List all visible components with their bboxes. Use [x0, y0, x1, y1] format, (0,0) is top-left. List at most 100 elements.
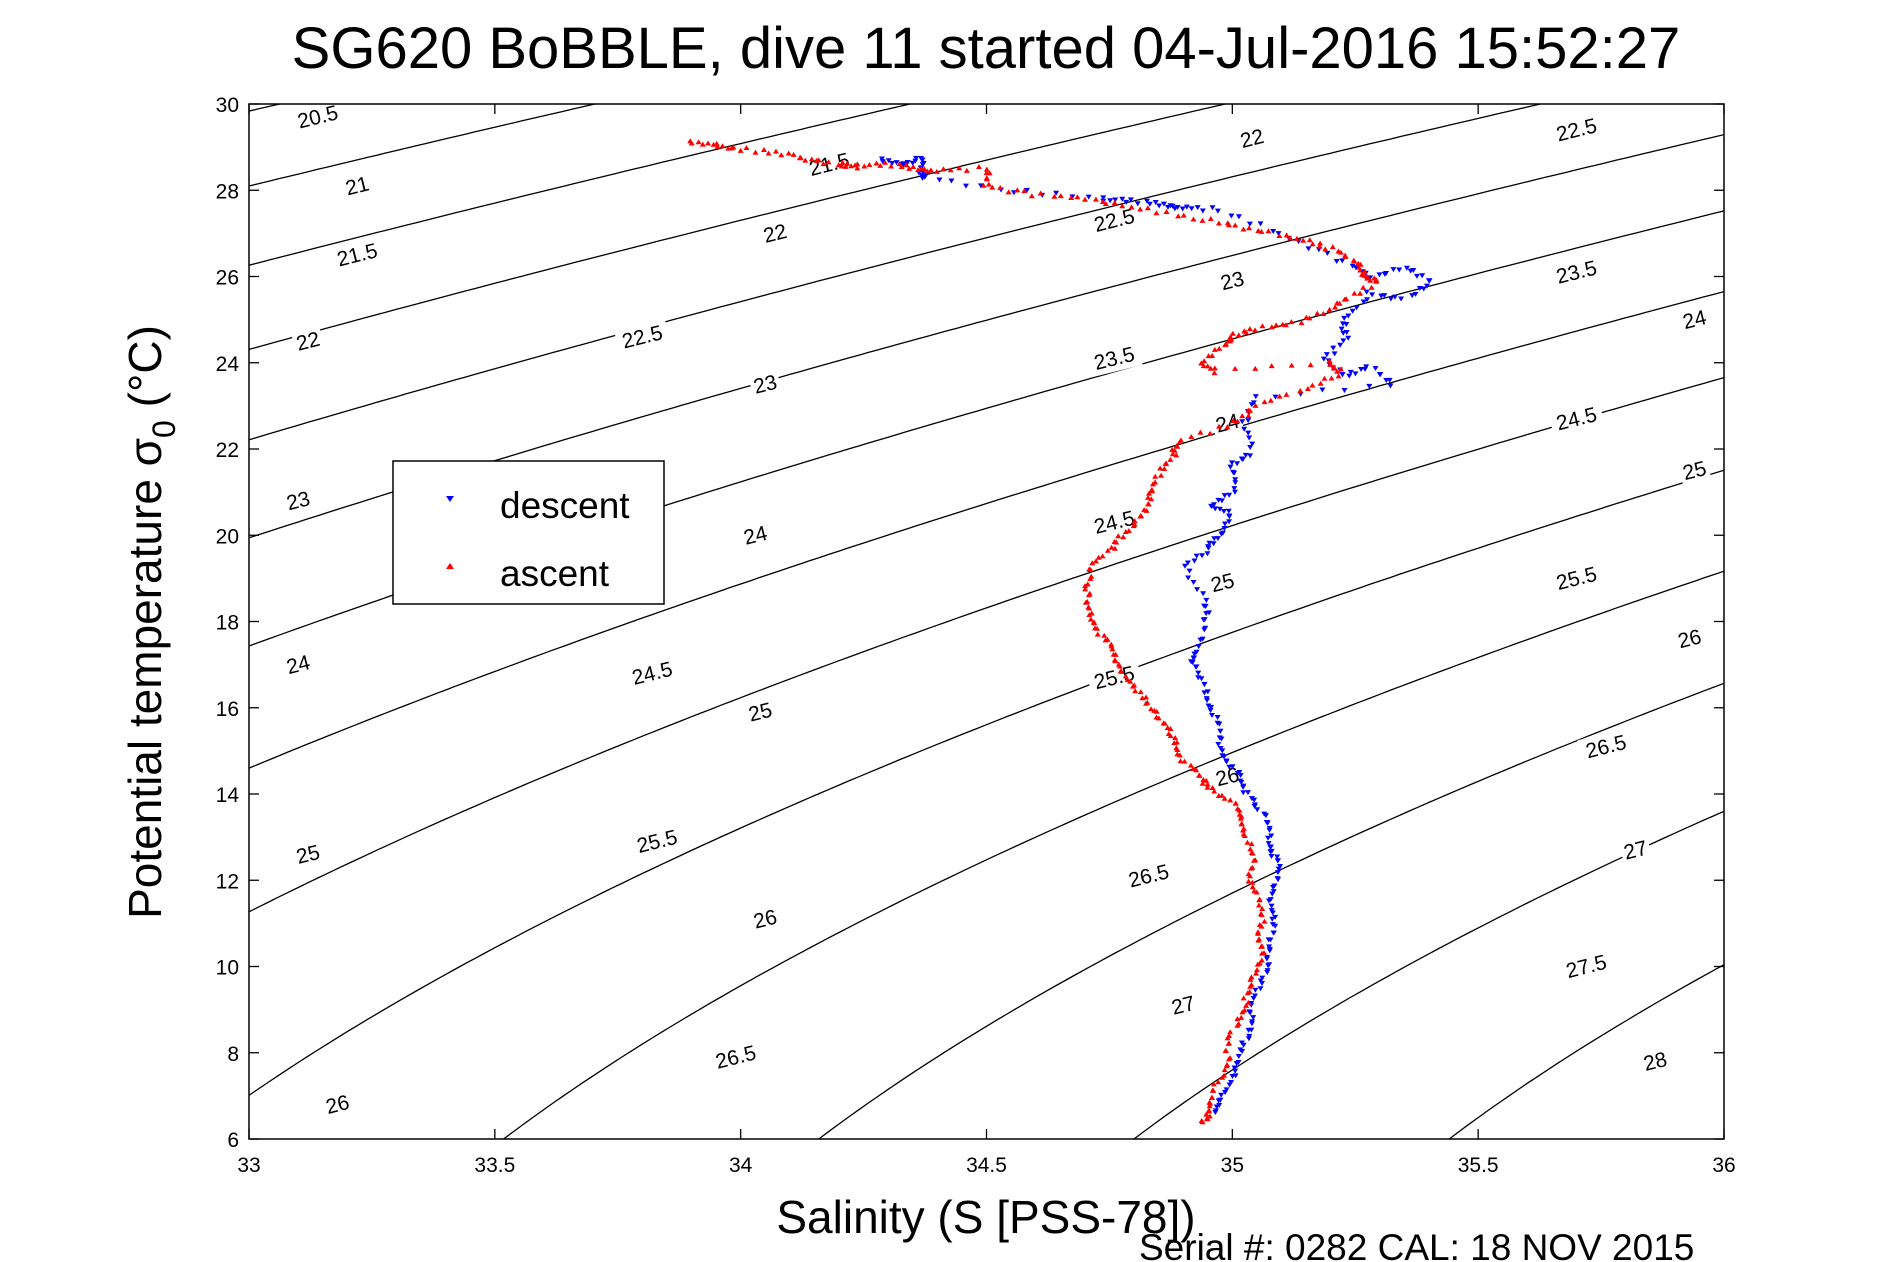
descent-point	[1210, 541, 1217, 547]
ascent-point	[1207, 215, 1214, 221]
ascent-point	[1247, 873, 1254, 879]
descent-point	[1232, 1068, 1239, 1074]
ascent-point	[1268, 363, 1275, 369]
descent-point	[879, 159, 886, 165]
x-tick-label: 33	[237, 1154, 260, 1177]
ascent-point	[873, 160, 880, 166]
isopycnal-label-background	[747, 368, 783, 401]
ascent-point	[947, 167, 954, 173]
ascent-point	[1129, 683, 1136, 689]
descent-point	[909, 160, 916, 166]
ascent-point	[1261, 918, 1268, 924]
ascent-point	[1234, 418, 1241, 424]
y-tick-label: 30	[216, 94, 239, 117]
ascent-point	[1112, 651, 1119, 657]
ascent-series	[687, 138, 1380, 1125]
isopycnal-label: 24	[738, 519, 773, 552]
ascent-point	[1082, 583, 1089, 589]
ascent-point	[820, 161, 827, 167]
descent-point	[900, 162, 907, 168]
descent-point	[1193, 649, 1200, 655]
descent-point	[921, 174, 928, 180]
ascent-point	[1211, 346, 1218, 352]
legend-box	[392, 460, 665, 605]
ascent-point	[1337, 249, 1344, 255]
ascent-point	[1221, 795, 1228, 801]
ascent-point	[1249, 850, 1256, 856]
descent-point	[1249, 441, 1256, 447]
descent-point	[1266, 827, 1273, 833]
isopycnal-label-background	[1672, 622, 1707, 655]
ascent-point	[1351, 290, 1358, 296]
isopycnal-label-background	[757, 217, 793, 250]
descent-point	[1193, 664, 1200, 670]
isopycnal-label-background	[613, 317, 671, 356]
ascent-point	[1161, 465, 1168, 471]
ascent-point	[695, 139, 702, 145]
descent-point	[1245, 1027, 1252, 1033]
legend-descent-label: descent	[500, 485, 630, 526]
ascent-point	[1255, 227, 1262, 233]
ascent-point	[1317, 240, 1324, 246]
ascent-point	[1155, 715, 1162, 721]
descent-point	[1349, 263, 1356, 269]
descent-point	[1343, 321, 1350, 327]
isopycnal-line	[249, 104, 913, 266]
descent-point	[1235, 1053, 1242, 1059]
isopycnal-label: 27.5	[1557, 947, 1615, 986]
isopycnal-label-text: 22	[1238, 125, 1266, 153]
descent-point	[1231, 489, 1238, 495]
ascent-point	[1321, 375, 1328, 381]
ascent-point	[1252, 402, 1259, 408]
descent-point	[1391, 294, 1398, 300]
ascent-point	[1293, 235, 1300, 241]
ascent-point	[1211, 365, 1218, 371]
isopycnal-label-background	[1210, 406, 1245, 440]
descent-point	[1257, 221, 1264, 227]
descent-point	[1247, 1010, 1254, 1016]
y-tick-label: 20	[216, 525, 239, 548]
descent-point	[1245, 1036, 1252, 1042]
ascent-point	[1120, 534, 1127, 540]
ascent-point	[896, 161, 903, 167]
ascent-point	[1350, 257, 1357, 263]
descent-point	[1250, 1015, 1257, 1021]
ascent-point	[1108, 544, 1115, 550]
descent-point	[1341, 387, 1348, 393]
ascent-point	[1190, 765, 1197, 771]
ascent-point	[1229, 330, 1236, 336]
ascent-point	[866, 161, 873, 167]
descent-point	[1390, 267, 1397, 273]
descent-point	[1398, 296, 1405, 302]
plot-background	[249, 104, 1724, 1139]
ascent-point	[983, 166, 990, 172]
descent-point	[1160, 201, 1167, 207]
descent-point	[1226, 519, 1233, 525]
descent-point	[1420, 286, 1427, 292]
ascent-point	[1258, 957, 1265, 963]
descent-point	[1231, 470, 1238, 476]
descent-point	[1107, 198, 1114, 204]
ascent-point	[1334, 368, 1341, 374]
ascent-point	[1227, 797, 1234, 803]
isopycnal-label-text: 26	[324, 1091, 352, 1119]
descent-point	[936, 177, 943, 183]
ascent-point	[1357, 267, 1364, 273]
descent-point	[1215, 741, 1222, 747]
ascent-point	[1199, 217, 1206, 223]
descent-point	[1240, 790, 1247, 796]
ascent-point	[1247, 983, 1254, 989]
ascent-point	[1205, 353, 1212, 359]
ascent-point	[1171, 740, 1178, 746]
descent-point	[920, 170, 927, 176]
descent-point	[1156, 203, 1163, 209]
ascent-point	[1153, 210, 1160, 216]
isopycnal-line	[249, 290, 1724, 769]
ascent-point	[714, 143, 721, 149]
isopycnal-label-background	[1085, 201, 1143, 240]
y-tick-label: 10	[216, 957, 239, 980]
ascent-point	[1169, 451, 1176, 457]
isopycnal-line	[502, 570, 1724, 1139]
ascent-point	[1074, 194, 1081, 200]
descent-point	[1377, 371, 1384, 377]
